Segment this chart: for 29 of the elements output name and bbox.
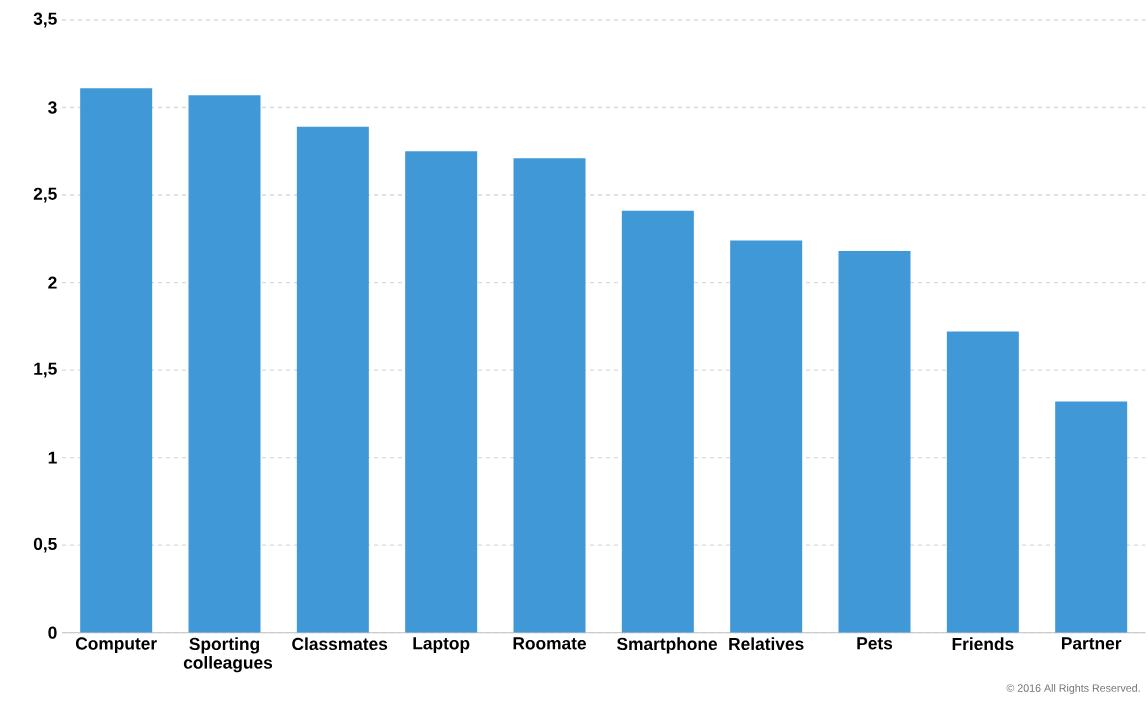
x-tick-label: Partner <box>1061 637 1122 650</box>
y-tick-label: 2 <box>48 276 57 289</box>
x-tick-label: Classmates <box>292 637 388 651</box>
y-tick-label: 2,5 <box>33 187 57 203</box>
x-tick-label: Friends <box>952 637 1014 651</box>
y-tick-label: 1,5 <box>34 362 57 378</box>
bar <box>188 95 261 633</box>
bar <box>730 240 803 633</box>
y-tick-label: 0,5 <box>33 537 57 553</box>
x-tick-label: Relatives <box>729 637 804 651</box>
bar <box>405 151 478 633</box>
bar <box>621 210 694 633</box>
bar <box>80 88 153 633</box>
bar <box>838 251 911 633</box>
y-tick-label: 3,5 <box>33 12 57 28</box>
bar <box>946 331 1019 633</box>
x-tick-label: Computer <box>75 637 157 654</box>
bar <box>513 158 586 633</box>
x-tick-label: Sporting colleagues <box>183 637 273 673</box>
x-tick-label: Roomate <box>513 637 586 650</box>
y-tick-label: 3 <box>48 101 57 114</box>
x-tick-label: Smartphone <box>617 637 718 654</box>
bar <box>1055 401 1128 633</box>
y-tick-label: 1 <box>48 451 57 464</box>
bar <box>296 126 369 633</box>
x-tick-label: Laptop <box>413 637 470 654</box>
y-tick-label: 0 <box>48 626 57 639</box>
text: © 2016 All Rights Reserved. <box>1006 684 1140 695</box>
x-tick-label: Pets <box>857 637 893 650</box>
